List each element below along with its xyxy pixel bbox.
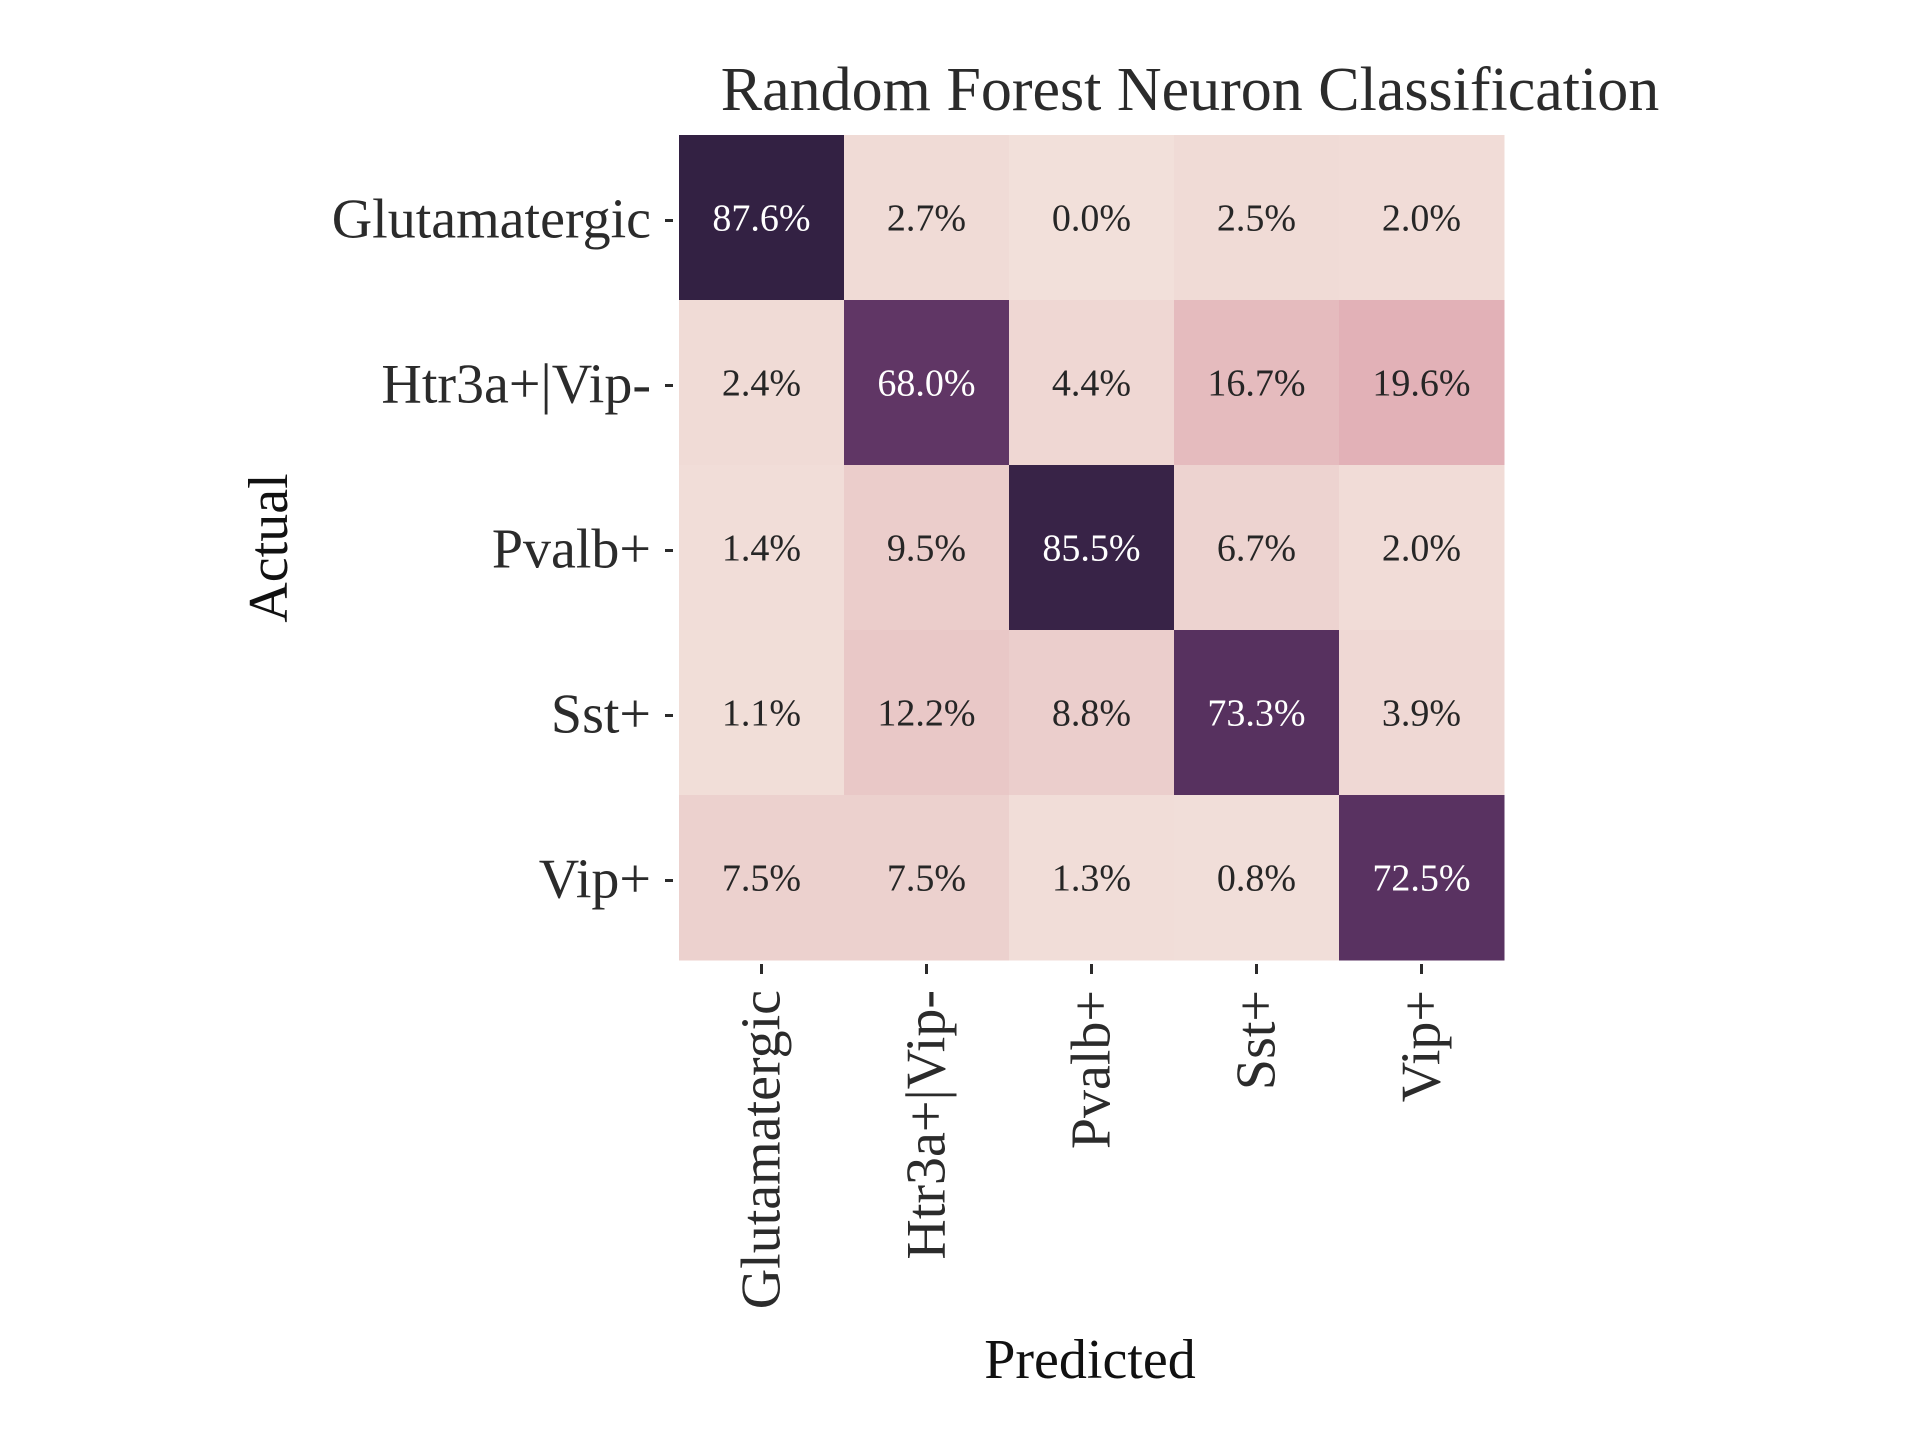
x-tick-label: Vip+	[1391, 990, 1453, 1102]
heatmap-cells	[679, 135, 1505, 961]
y-axis-ticks: Glutamatergic Htr3a+|Vip- Pvalb+ Sst+ Vip+	[332, 189, 673, 911]
cell-value-label: 6.7%	[1217, 528, 1296, 570]
heatmap-cell	[1174, 465, 1340, 631]
x-axis-label: Predicted	[984, 1329, 1195, 1391]
cell-value-label: 2.7%	[887, 198, 966, 240]
x-tick-label: Htr3a+|Vip-	[896, 990, 958, 1260]
heatmap-cell	[1009, 465, 1175, 631]
heatmap-cell	[1009, 630, 1175, 796]
y-tick-label: Pvalb+	[492, 519, 651, 581]
heatmap-cell-labels: 87.6% 2.7% 0.0% 2.5% 2.0% 2.4% 68.0% 4.4% 16.7% 1…	[712, 198, 1470, 900]
heatmap-cell	[844, 465, 1010, 631]
y-tick-label: Vip+	[539, 849, 651, 911]
cell-value-label: 7.5%	[887, 858, 966, 900]
heatmap-cell	[1174, 135, 1340, 301]
cell-value-label: 19.6%	[1372, 363, 1470, 405]
cell-value-label: 72.5%	[1372, 858, 1470, 900]
cell-value-label: 0.8%	[1217, 858, 1296, 900]
cell-value-label: 12.2%	[877, 693, 975, 735]
cell-value-label: 4.4%	[1052, 363, 1131, 405]
x-tick-label: Glutamatergic	[731, 990, 793, 1309]
heatmap-cell	[844, 795, 1010, 961]
heatmap-cell	[1009, 135, 1175, 301]
cell-value-label: 87.6%	[712, 198, 810, 240]
x-tick-label: Sst+	[1226, 990, 1288, 1090]
y-tick-label: Htr3a+|Vip-	[381, 354, 651, 416]
heatmap-cell	[844, 135, 1010, 301]
heatmap-cell	[679, 135, 845, 301]
heatmap-cell	[679, 630, 845, 796]
cell-value-label: 1.1%	[722, 693, 801, 735]
heatmap-cell	[844, 630, 1010, 796]
cell-value-label: 1.4%	[722, 528, 801, 570]
cell-value-label: 16.7%	[1207, 363, 1305, 405]
cell-value-label: 8.8%	[1052, 693, 1131, 735]
cell-value-label: 2.5%	[1217, 198, 1296, 240]
heatmap-cell	[844, 300, 1010, 466]
cell-value-label: 1.3%	[1052, 858, 1131, 900]
cell-value-label: 7.5%	[722, 858, 801, 900]
y-tick-label: Sst+	[551, 684, 651, 746]
heatmap-cell	[1009, 795, 1175, 961]
heatmap-cell	[1339, 300, 1505, 466]
heatmap-cell	[679, 300, 845, 466]
chart-title: Random Forest Neuron Classification	[721, 56, 1659, 124]
cell-value-label: 2.0%	[1382, 198, 1461, 240]
heatmap-cell	[679, 795, 845, 961]
y-axis-label: Actual	[238, 473, 300, 622]
heatmap-cell	[1009, 300, 1175, 466]
cell-value-label: 85.5%	[1042, 528, 1140, 570]
heatmap-cell	[1339, 135, 1505, 301]
heatmap-cell	[679, 465, 845, 631]
heatmap-cell	[1339, 630, 1505, 796]
heatmap-cell	[1174, 300, 1340, 466]
heatmap-cell	[1174, 630, 1340, 796]
heatmap-cell	[1174, 795, 1340, 961]
heatmap-cell	[1339, 795, 1505, 961]
heatmap-cell	[1339, 465, 1505, 631]
cell-value-label: 3.9%	[1382, 693, 1461, 735]
x-axis-ticks: Glutamatergic Htr3a+|Vip- Pvalb+ Sst+ Vip+	[731, 964, 1453, 1309]
cell-value-label: 9.5%	[887, 528, 966, 570]
cell-value-label: 2.0%	[1382, 528, 1461, 570]
y-tick-label: Glutamatergic	[332, 189, 651, 251]
cell-value-label: 73.3%	[1207, 693, 1305, 735]
x-tick-label: Pvalb+	[1061, 990, 1123, 1149]
cell-value-label: 0.0%	[1052, 198, 1131, 240]
cell-value-label: 68.0%	[877, 363, 975, 405]
cell-value-label: 2.4%	[722, 363, 801, 405]
